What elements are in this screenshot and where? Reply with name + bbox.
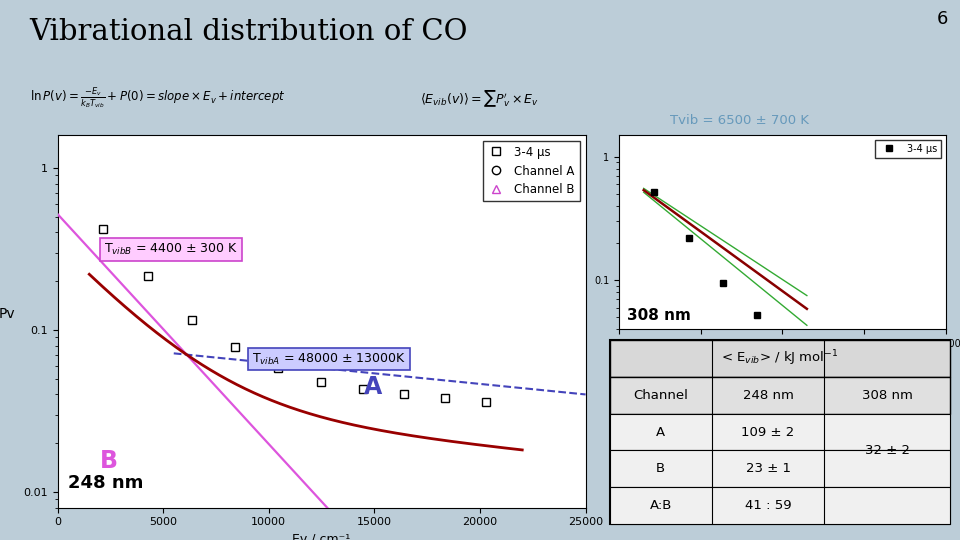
Bar — [610, 414, 950, 450]
Y-axis label: Pv: Pv — [0, 307, 15, 321]
Text: 308 nm: 308 nm — [628, 308, 691, 322]
Legend: 3-4 µs, Channel A, Channel B: 3-4 µs, Channel A, Channel B — [483, 141, 580, 201]
Bar — [610, 450, 950, 487]
Text: $\langle E_{vib}(v)\rangle = \sum P_{v}^{\prime} \times E_v$: $\langle E_{vib}(v)\rangle = \sum P_{v}^… — [420, 89, 540, 109]
Text: 32 ± 2: 32 ± 2 — [865, 444, 910, 457]
Text: 308 nm: 308 nm — [862, 389, 913, 402]
Text: $\ln P(v) = \frac{-E_v}{k_B T_{vib}} + P(0) = slope \times E_v + intercept$: $\ln P(v) = \frac{-E_v}{k_B T_{vib}} + P… — [31, 86, 286, 111]
Text: 109 ± 2: 109 ± 2 — [741, 426, 795, 438]
Bar — [610, 487, 950, 524]
Text: 23 ± 1: 23 ± 1 — [746, 462, 791, 475]
Legend: 3-4 μs: 3-4 μs — [876, 140, 941, 158]
Text: Vibrational distribution of CO: Vibrational distribution of CO — [29, 18, 468, 46]
Text: Channel: Channel — [634, 389, 688, 402]
Text: T$_{vibB}$ = 4400 ± 300 K: T$_{vibB}$ = 4400 ± 300 K — [104, 242, 238, 257]
Text: 6: 6 — [937, 10, 948, 28]
Text: Tvib = 6500 ± 700 K: Tvib = 6500 ± 700 K — [670, 114, 808, 127]
Text: B: B — [656, 462, 665, 475]
Text: T$_{vibA}$ = 48000 ± 13000K: T$_{vibA}$ = 48000 ± 13000K — [252, 352, 406, 367]
Bar — [610, 377, 950, 414]
Text: 41 : 59: 41 : 59 — [745, 499, 791, 512]
Text: A: A — [364, 375, 382, 400]
Text: < E$_{vib}$> / kJ mol$^{-1}$: < E$_{vib}$> / kJ mol$^{-1}$ — [721, 349, 839, 368]
Text: A: A — [656, 426, 665, 438]
X-axis label: Ev /cm⁻¹: Ev /cm⁻¹ — [758, 355, 806, 365]
Text: 248 nm: 248 nm — [68, 475, 144, 492]
X-axis label: Ev / cm⁻¹: Ev / cm⁻¹ — [293, 533, 350, 540]
Bar — [610, 340, 950, 377]
Text: A:B: A:B — [650, 499, 672, 512]
Text: 248 nm: 248 nm — [743, 389, 794, 402]
Text: B: B — [100, 449, 118, 473]
